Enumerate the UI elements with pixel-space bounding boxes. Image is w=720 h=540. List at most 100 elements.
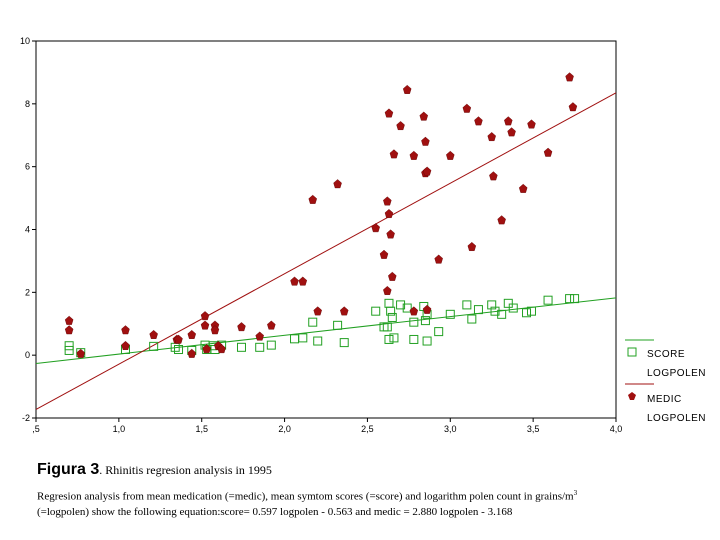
- x-tick-label: 4,0: [610, 424, 623, 434]
- y-tick-label: 4: [25, 225, 30, 235]
- medic-point: [409, 306, 419, 316]
- medic-point: [504, 116, 513, 126]
- medic-point: [200, 320, 210, 330]
- medic-point: [386, 229, 395, 239]
- score-point: [508, 303, 518, 313]
- figure-title: . Rhinitis regresion analysis in 1995: [99, 463, 272, 477]
- x-tick-label: 3,0: [444, 424, 457, 434]
- medic-point: [568, 102, 578, 112]
- score-point: [298, 333, 308, 343]
- medic-point: [64, 315, 74, 325]
- score-point: [434, 327, 444, 337]
- score-point: [255, 342, 265, 352]
- y-tick-label: -2: [22, 413, 30, 423]
- medic-point: [267, 320, 276, 330]
- caption-title-line: Figura 3. Rhinitis regresion analysis in…: [37, 458, 697, 482]
- score-point: [526, 306, 536, 316]
- x-tick-label: 1,0: [113, 424, 126, 434]
- score-point: [333, 320, 343, 330]
- data-points: [64, 72, 580, 358]
- score-point: [490, 306, 500, 316]
- medic-point: [434, 254, 443, 264]
- score-point: [64, 345, 74, 355]
- medic-point: [409, 150, 419, 160]
- y-tick-label: 10: [20, 36, 30, 46]
- caption-body-superscript: 3: [573, 489, 578, 497]
- medic-point: [298, 276, 308, 286]
- score-point: [174, 345, 184, 355]
- medic-point: [497, 215, 506, 225]
- score-point: [420, 316, 430, 326]
- medic-point: [402, 84, 412, 94]
- score-point: [503, 298, 513, 308]
- score-point: [473, 305, 483, 315]
- legend-score-marker-swatch: [627, 347, 637, 357]
- x-axis: ,5 1,0 1,5 2,0 2,5 3,0 3,5 4,0: [32, 418, 622, 434]
- x-tick-label: 3,5: [527, 424, 540, 434]
- score-point: [462, 300, 472, 310]
- score-point: [396, 300, 406, 310]
- x-tick-label: 2,5: [361, 424, 374, 434]
- score-point: [402, 303, 412, 313]
- medic-point: [76, 348, 85, 358]
- y-axis: -2 0 2 4 6 8 10: [20, 36, 36, 423]
- score-point: [339, 338, 349, 348]
- medic-point: [64, 325, 74, 335]
- medic-point: [237, 322, 246, 332]
- medic-point: [333, 179, 342, 189]
- score-point: [497, 309, 507, 319]
- medic-point: [474, 116, 483, 126]
- y-tick-label: 2: [25, 287, 30, 297]
- medic-point: [421, 136, 430, 146]
- score-point: [422, 336, 432, 346]
- score-regression-line: [35, 297, 617, 364]
- score-point: [386, 306, 396, 316]
- medic-point: [389, 149, 399, 159]
- medic-point: [202, 344, 211, 354]
- medic-point: [462, 103, 472, 113]
- medic-point: [518, 183, 528, 193]
- score-point: [409, 334, 419, 344]
- medic-point: [383, 285, 392, 295]
- medic-point: [187, 348, 196, 358]
- score-point: [387, 312, 397, 322]
- medic-point: [489, 171, 498, 181]
- caption-body-text: Regresion analysis from mean medication …: [37, 490, 574, 503]
- caption-body: Regresion analysis from mean medication …: [37, 486, 697, 520]
- medic-point: [174, 334, 183, 344]
- score-point: [565, 294, 575, 304]
- medic-point: [507, 127, 516, 137]
- medic-point: [255, 331, 264, 341]
- score-point: [371, 306, 381, 316]
- medic-point: [565, 72, 574, 82]
- x-tick-label: ,5: [32, 424, 40, 434]
- legend-medic-marker-swatch: [628, 392, 636, 400]
- x-tick-label: 1,5: [195, 424, 208, 434]
- score-point: [409, 317, 419, 327]
- legend-medic-line-label: LOGPOLEN: [647, 413, 706, 424]
- medic-point: [384, 108, 394, 118]
- legend-medic-label: MEDIC: [647, 394, 682, 405]
- medic-point: [419, 111, 428, 121]
- y-tick-label: 6: [25, 162, 30, 172]
- medic-point: [422, 166, 432, 176]
- medic-point: [121, 325, 130, 335]
- medic-point: [149, 329, 158, 339]
- score-point: [382, 322, 392, 332]
- score-point: [570, 294, 580, 304]
- legend-score-line-label: LOGPOLEN: [647, 368, 706, 379]
- figure-caption: Figura 3. Rhinitis regresion analysis in…: [37, 458, 697, 520]
- medic-point: [384, 209, 394, 218]
- score-point: [522, 308, 532, 318]
- medic-point: [187, 329, 196, 339]
- medic-regression-line: [35, 92, 617, 410]
- medic-point: [422, 304, 432, 314]
- score-point: [236, 342, 246, 352]
- score-point: [149, 341, 159, 351]
- medic-point: [371, 223, 380, 233]
- y-tick-label: 0: [25, 350, 30, 360]
- score-point: [266, 340, 276, 350]
- medic-point: [121, 340, 130, 350]
- legend: SCORE LOGPOLEN MEDIC LOGPOLEN: [625, 339, 706, 424]
- medic-point: [383, 196, 392, 206]
